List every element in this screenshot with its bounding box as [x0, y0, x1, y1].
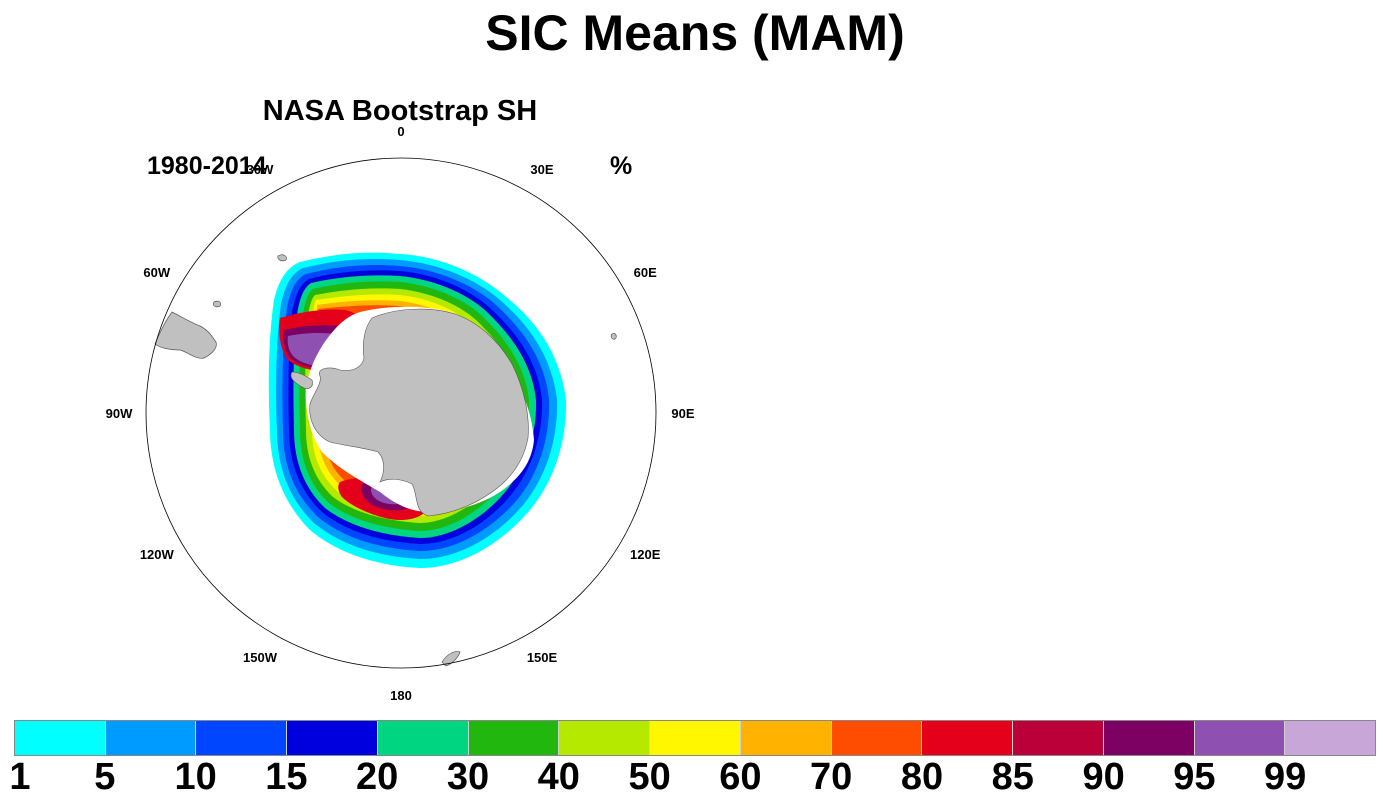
colorbar-label: 30: [446, 756, 490, 798]
colorbar-box: [287, 721, 378, 755]
map-boundary: [145, 157, 657, 669]
main-title: SIC Means (MAM): [485, 5, 905, 61]
colorbar-box: [15, 721, 106, 755]
colorbar-label: 85: [991, 756, 1034, 798]
colorbar-label: 80: [900, 756, 944, 798]
colorbar-label: 90: [1082, 756, 1125, 798]
longitude-label-180: 180: [390, 688, 412, 703]
colorbar-box: [1285, 721, 1376, 755]
longitude-labels: 0 30E 60E 90E 120E 150E 180 150W 120W 90W 60W 30W: [106, 124, 695, 703]
colorbar-box: [740, 721, 832, 755]
colorbar-label: 15: [265, 756, 308, 798]
longitude-label-60w: 60W: [143, 265, 170, 280]
sea-ice-field: [268, 252, 567, 568]
longitude-label-60e: 60E: [634, 265, 657, 280]
colorbar-label: 50: [628, 756, 671, 798]
colorbar-box: [650, 721, 741, 755]
colorbar-box: [559, 721, 651, 755]
colorbar-label: 60: [719, 756, 762, 798]
units-label: %: [610, 152, 633, 180]
colorbar-label: 10: [174, 756, 217, 798]
colorbar-label: 95: [1173, 756, 1216, 798]
longitude-label-120e: 120E: [630, 547, 661, 562]
longitude-label-30e: 30E: [530, 162, 553, 177]
antarctica-landmass: [309, 308, 529, 517]
longitude-label-30w: 30W: [247, 162, 274, 177]
polar-map: 0 30E 60E 90E 120E 150E 180 150W 120W 90W 60W 30W: [106, 124, 695, 703]
antarctic-peninsula: [290, 371, 313, 389]
kerguelen-island: [610, 333, 617, 340]
colorbar-label: 20: [356, 756, 399, 798]
colorbar-box: [1103, 721, 1195, 755]
new-zealand-tip: [441, 651, 461, 667]
colorbar-box: [1194, 721, 1286, 755]
colorbar-box: [922, 721, 1014, 755]
colorbar-label: 70: [810, 756, 853, 798]
colorbar-box: [1013, 721, 1104, 755]
longitude-label-90e: 90E: [671, 406, 694, 421]
colorbar-box: [831, 721, 923, 755]
longitude-label-120w: 120W: [140, 547, 175, 562]
longitude-label-0: 0: [397, 124, 404, 139]
period-label: 1980-2014: [147, 152, 267, 180]
south-georgia: [277, 254, 287, 262]
longitude-label-150e: 150E: [527, 650, 558, 665]
panel-title: NASA Bootstrap SH: [262, 95, 538, 127]
colorbar-label: 99: [1264, 756, 1307, 798]
colorbar-box: [105, 721, 197, 755]
colorbar-box: [468, 721, 560, 755]
colorbar-label: 5: [94, 756, 116, 798]
colorbar: [14, 720, 1376, 756]
colorbar-box: [196, 721, 288, 755]
colorbar-box: [377, 721, 469, 755]
colorbar-label: 1: [9, 756, 31, 798]
longitude-label-150w: 150W: [243, 650, 278, 665]
colorbar-label: 40: [537, 756, 580, 798]
longitude-label-90w: 90W: [106, 406, 133, 421]
south-america: [154, 311, 217, 359]
falkland-islands: [213, 300, 221, 308]
